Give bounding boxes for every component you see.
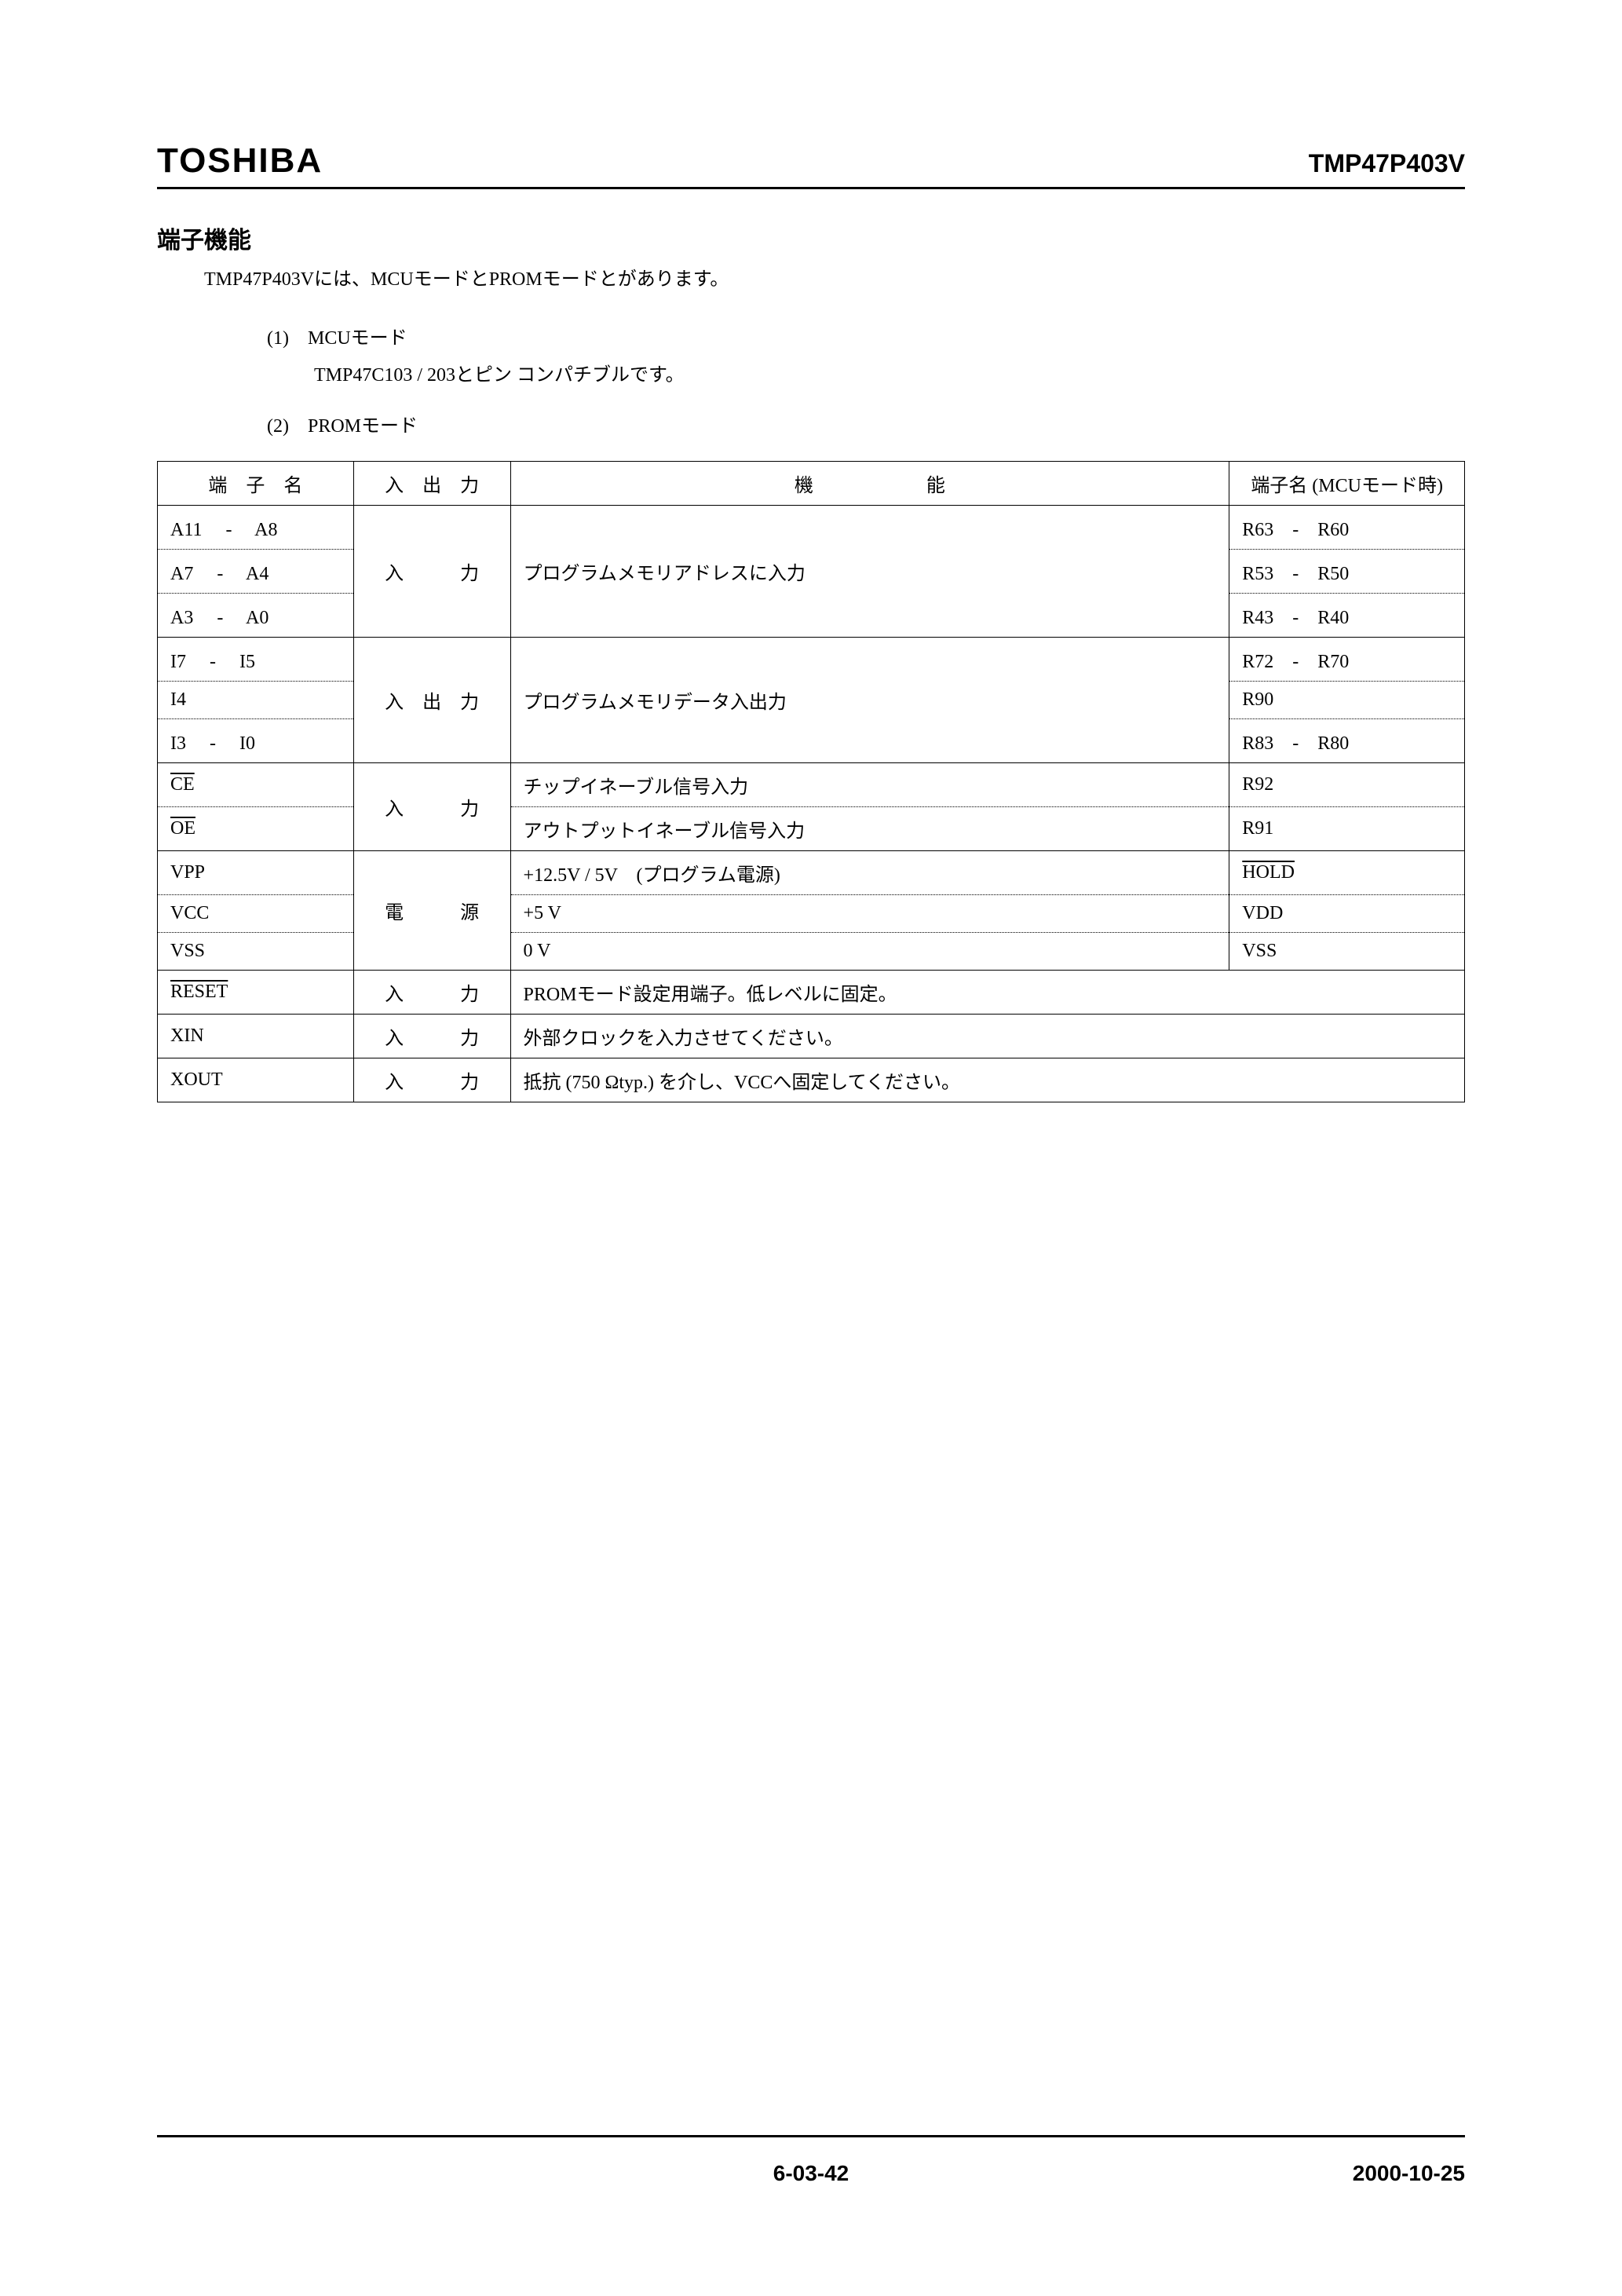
cell-pin: RESET: [158, 971, 354, 1015]
page-header: TOSHIBA TMP47P403V: [157, 141, 1465, 189]
cell-mcu: R43 - R40: [1229, 594, 1465, 638]
reset-overline: RESET: [170, 982, 228, 1003]
cell-func: 外部クロックを入力させてください。: [510, 1015, 1464, 1058]
cell-pin: VSS: [158, 933, 354, 971]
mode-1: (1) MCUモード: [267, 322, 1465, 349]
cell-mcu: R83 - R80: [1229, 719, 1465, 763]
cell-func: アウトプットイネーブル信号入力: [510, 807, 1229, 851]
cell-mcu: VSS: [1229, 933, 1465, 971]
cell-io: 入 力: [353, 1058, 510, 1102]
footer-date: 2000-10-25: [1353, 2161, 1465, 2186]
mode-1-desc: TMP47C103 / 203とピン コンパチブルです。: [314, 359, 1465, 386]
cell-func: チップイネーブル信号入力: [510, 763, 1229, 807]
cell-io: 入 力: [353, 1015, 510, 1058]
cell-func: +12.5V / 5V (プログラム電源): [510, 851, 1229, 895]
table-row: XIN 入 力 外部クロックを入力させてください。: [158, 1015, 1465, 1058]
pin-function-table: 端 子 名 入 出 力 機 能 端子名 (MCUモード時) A11 - A8 入…: [157, 461, 1465, 1102]
hold-overline: HOLD: [1242, 862, 1295, 883]
table-row: I7 - I5 入 出 力 プログラムメモリデータ入出力 R72 - R70: [158, 638, 1465, 682]
ce-overline: CE: [170, 774, 195, 795]
cell-io: 入 力: [353, 506, 510, 638]
footer-page: 6-03-42: [773, 2161, 849, 2186]
cell-func: プログラムメモリデータ入出力: [510, 638, 1229, 763]
cell-io: 電 源: [353, 851, 510, 971]
brand-logo: TOSHIBA: [157, 141, 323, 181]
cell-func: プログラムメモリアドレスに入力: [510, 506, 1229, 638]
cell-pin: A3 - A0: [158, 594, 354, 638]
table-header-row: 端 子 名 入 出 力 機 能 端子名 (MCUモード時): [158, 462, 1465, 506]
cell-mcu: R63 - R60: [1229, 506, 1465, 550]
cell-mcu: R72 - R70: [1229, 638, 1465, 682]
cell-mcu: HOLD: [1229, 851, 1465, 895]
th-mcu-name: 端子名 (MCUモード時): [1229, 462, 1465, 506]
cell-pin: VPP: [158, 851, 354, 895]
mode-2: (2) PROMモード: [267, 410, 1465, 437]
part-number: TMP47P403V: [1309, 149, 1465, 178]
th-function: 機 能: [510, 462, 1229, 506]
mode-2-num: (2): [267, 416, 289, 437]
cell-mcu: R90: [1229, 682, 1465, 719]
cell-mcu: R53 - R50: [1229, 550, 1465, 594]
cell-pin: A11 - A8: [158, 506, 354, 550]
cell-pin: XIN: [158, 1015, 354, 1058]
cell-pin: A7 - A4: [158, 550, 354, 594]
cell-func: PROMモード設定用端子。低レベルに固定。: [510, 971, 1464, 1015]
cell-pin: XOUT: [158, 1058, 354, 1102]
cell-mcu: R92: [1229, 763, 1465, 807]
cell-pin: OE: [158, 807, 354, 851]
section-title: 端子機能: [157, 221, 1465, 255]
th-io: 入 出 力: [353, 462, 510, 506]
mode-1-num: (1): [267, 328, 289, 349]
th-pin-name: 端 子 名: [158, 462, 354, 506]
cell-func: 抵抗 (750 Ωtyp.) を介し、VCCへ固定してください。: [510, 1058, 1464, 1102]
cell-func: +5 V: [510, 895, 1229, 933]
table-row: CE 入 力 チップイネーブル信号入力 R92: [158, 763, 1465, 807]
table-row: A11 - A8 入 力 プログラムメモリアドレスに入力 R63 - R60: [158, 506, 1465, 550]
cell-pin: I7 - I5: [158, 638, 354, 682]
cell-pin: CE: [158, 763, 354, 807]
cell-mcu: VDD: [1229, 895, 1465, 933]
table-row: VPP 電 源 +12.5V / 5V (プログラム電源) HOLD: [158, 851, 1465, 895]
section-intro: TMP47P403Vには、MCUモードとPROMモードとがあります。: [204, 263, 1465, 291]
cell-pin: I3 - I0: [158, 719, 354, 763]
table-row: RESET 入 力 PROMモード設定用端子。低レベルに固定。: [158, 971, 1465, 1015]
page-footer: 6-03-42 2000-10-25: [157, 2135, 1465, 2186]
cell-mcu: R91: [1229, 807, 1465, 851]
cell-io: 入 力: [353, 763, 510, 851]
cell-io: 入 出 力: [353, 638, 510, 763]
mode-2-label: PROMモード: [308, 410, 418, 437]
mode-1-label: MCUモード: [308, 322, 407, 349]
oe-overline: OE: [170, 818, 195, 839]
cell-pin: VCC: [158, 895, 354, 933]
cell-func: 0 V: [510, 933, 1229, 971]
cell-pin: I4: [158, 682, 354, 719]
cell-io: 入 力: [353, 971, 510, 1015]
table-row: XOUT 入 力 抵抗 (750 Ωtyp.) を介し、VCCへ固定してください…: [158, 1058, 1465, 1102]
